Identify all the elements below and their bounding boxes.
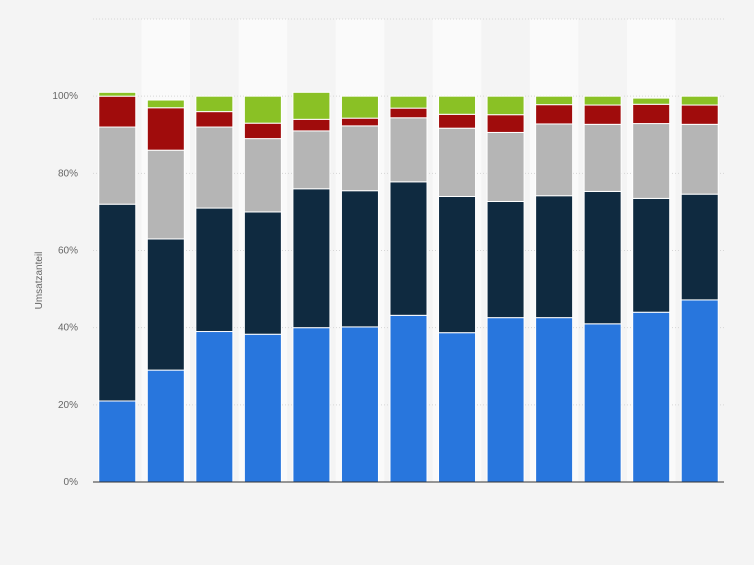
bar-segment [535, 95, 574, 106]
bar-segment [243, 95, 282, 124]
bar-segment [389, 181, 428, 316]
bar-segment [632, 103, 671, 125]
bar-segment [292, 91, 331, 120]
bar-segment [486, 131, 525, 202]
bar-segment [340, 117, 379, 127]
bar-segment [438, 127, 477, 197]
bar-segment [632, 311, 671, 483]
bar-segment [583, 123, 622, 192]
bar-segment [195, 126, 234, 209]
bar-segment [389, 117, 428, 183]
bar-segment [340, 326, 379, 483]
bar-segment [243, 138, 282, 213]
y-tick-label: 20% [58, 400, 78, 411]
bar-segment [632, 197, 671, 313]
bar-segment [486, 114, 525, 133]
bar-segment [389, 314, 428, 483]
bar-segment [292, 118, 331, 132]
bar-segment [438, 113, 477, 129]
bar-segment [535, 104, 574, 125]
bar-segment [195, 111, 234, 128]
bar-segment [486, 317, 525, 483]
bar-segment [486, 95, 525, 116]
bar-segment [680, 299, 719, 483]
bar-segment [98, 126, 137, 205]
bar-segment [583, 323, 622, 483]
bar-segment [680, 123, 719, 195]
bar-segment [243, 122, 282, 140]
bar-segment [340, 125, 379, 192]
bar-segment [680, 104, 719, 125]
bar-segment [389, 95, 428, 109]
bar-segment [680, 95, 719, 106]
y-tick-label: 80% [58, 168, 78, 179]
bar-segment [389, 107, 428, 119]
y-tick-label: 100% [52, 91, 78, 102]
bar-segment [146, 149, 185, 240]
bar-segment [340, 190, 379, 328]
y-tick-label: 0% [64, 477, 79, 488]
bar-segment [146, 99, 185, 109]
bar-segment [535, 317, 574, 483]
bar-segment [438, 332, 477, 483]
bar-segment [292, 188, 331, 329]
bar-segment [535, 195, 574, 319]
bar-segment [486, 201, 525, 319]
bar-segment [243, 333, 282, 483]
bar-segment [195, 95, 234, 113]
bar-segment [146, 238, 185, 371]
bar-segment [292, 327, 331, 483]
bar-segment [98, 95, 137, 128]
bar-segment [583, 95, 622, 106]
y-axis-label: Umsatzanteil [34, 252, 45, 310]
bar-segment [438, 95, 477, 115]
bar-segment [195, 207, 234, 333]
bar-segment [98, 203, 137, 402]
bar-segment [632, 123, 671, 199]
bar-segment [632, 97, 671, 105]
bar-segment [243, 211, 282, 335]
bar-segment [583, 104, 622, 125]
bar-segment [680, 193, 719, 301]
bar-segment [146, 369, 185, 483]
bar-segment [292, 130, 331, 190]
bar-segment [146, 107, 185, 151]
y-tick-label: 40% [58, 323, 78, 334]
bar-segment [195, 331, 234, 483]
bar-segment [98, 400, 137, 483]
y-tick-label: 60% [58, 246, 78, 257]
bar-segment [583, 190, 622, 325]
bar-segment [535, 123, 574, 197]
bar-segment [438, 195, 477, 334]
bar-segment [340, 95, 379, 119]
bar-segment [98, 91, 137, 97]
